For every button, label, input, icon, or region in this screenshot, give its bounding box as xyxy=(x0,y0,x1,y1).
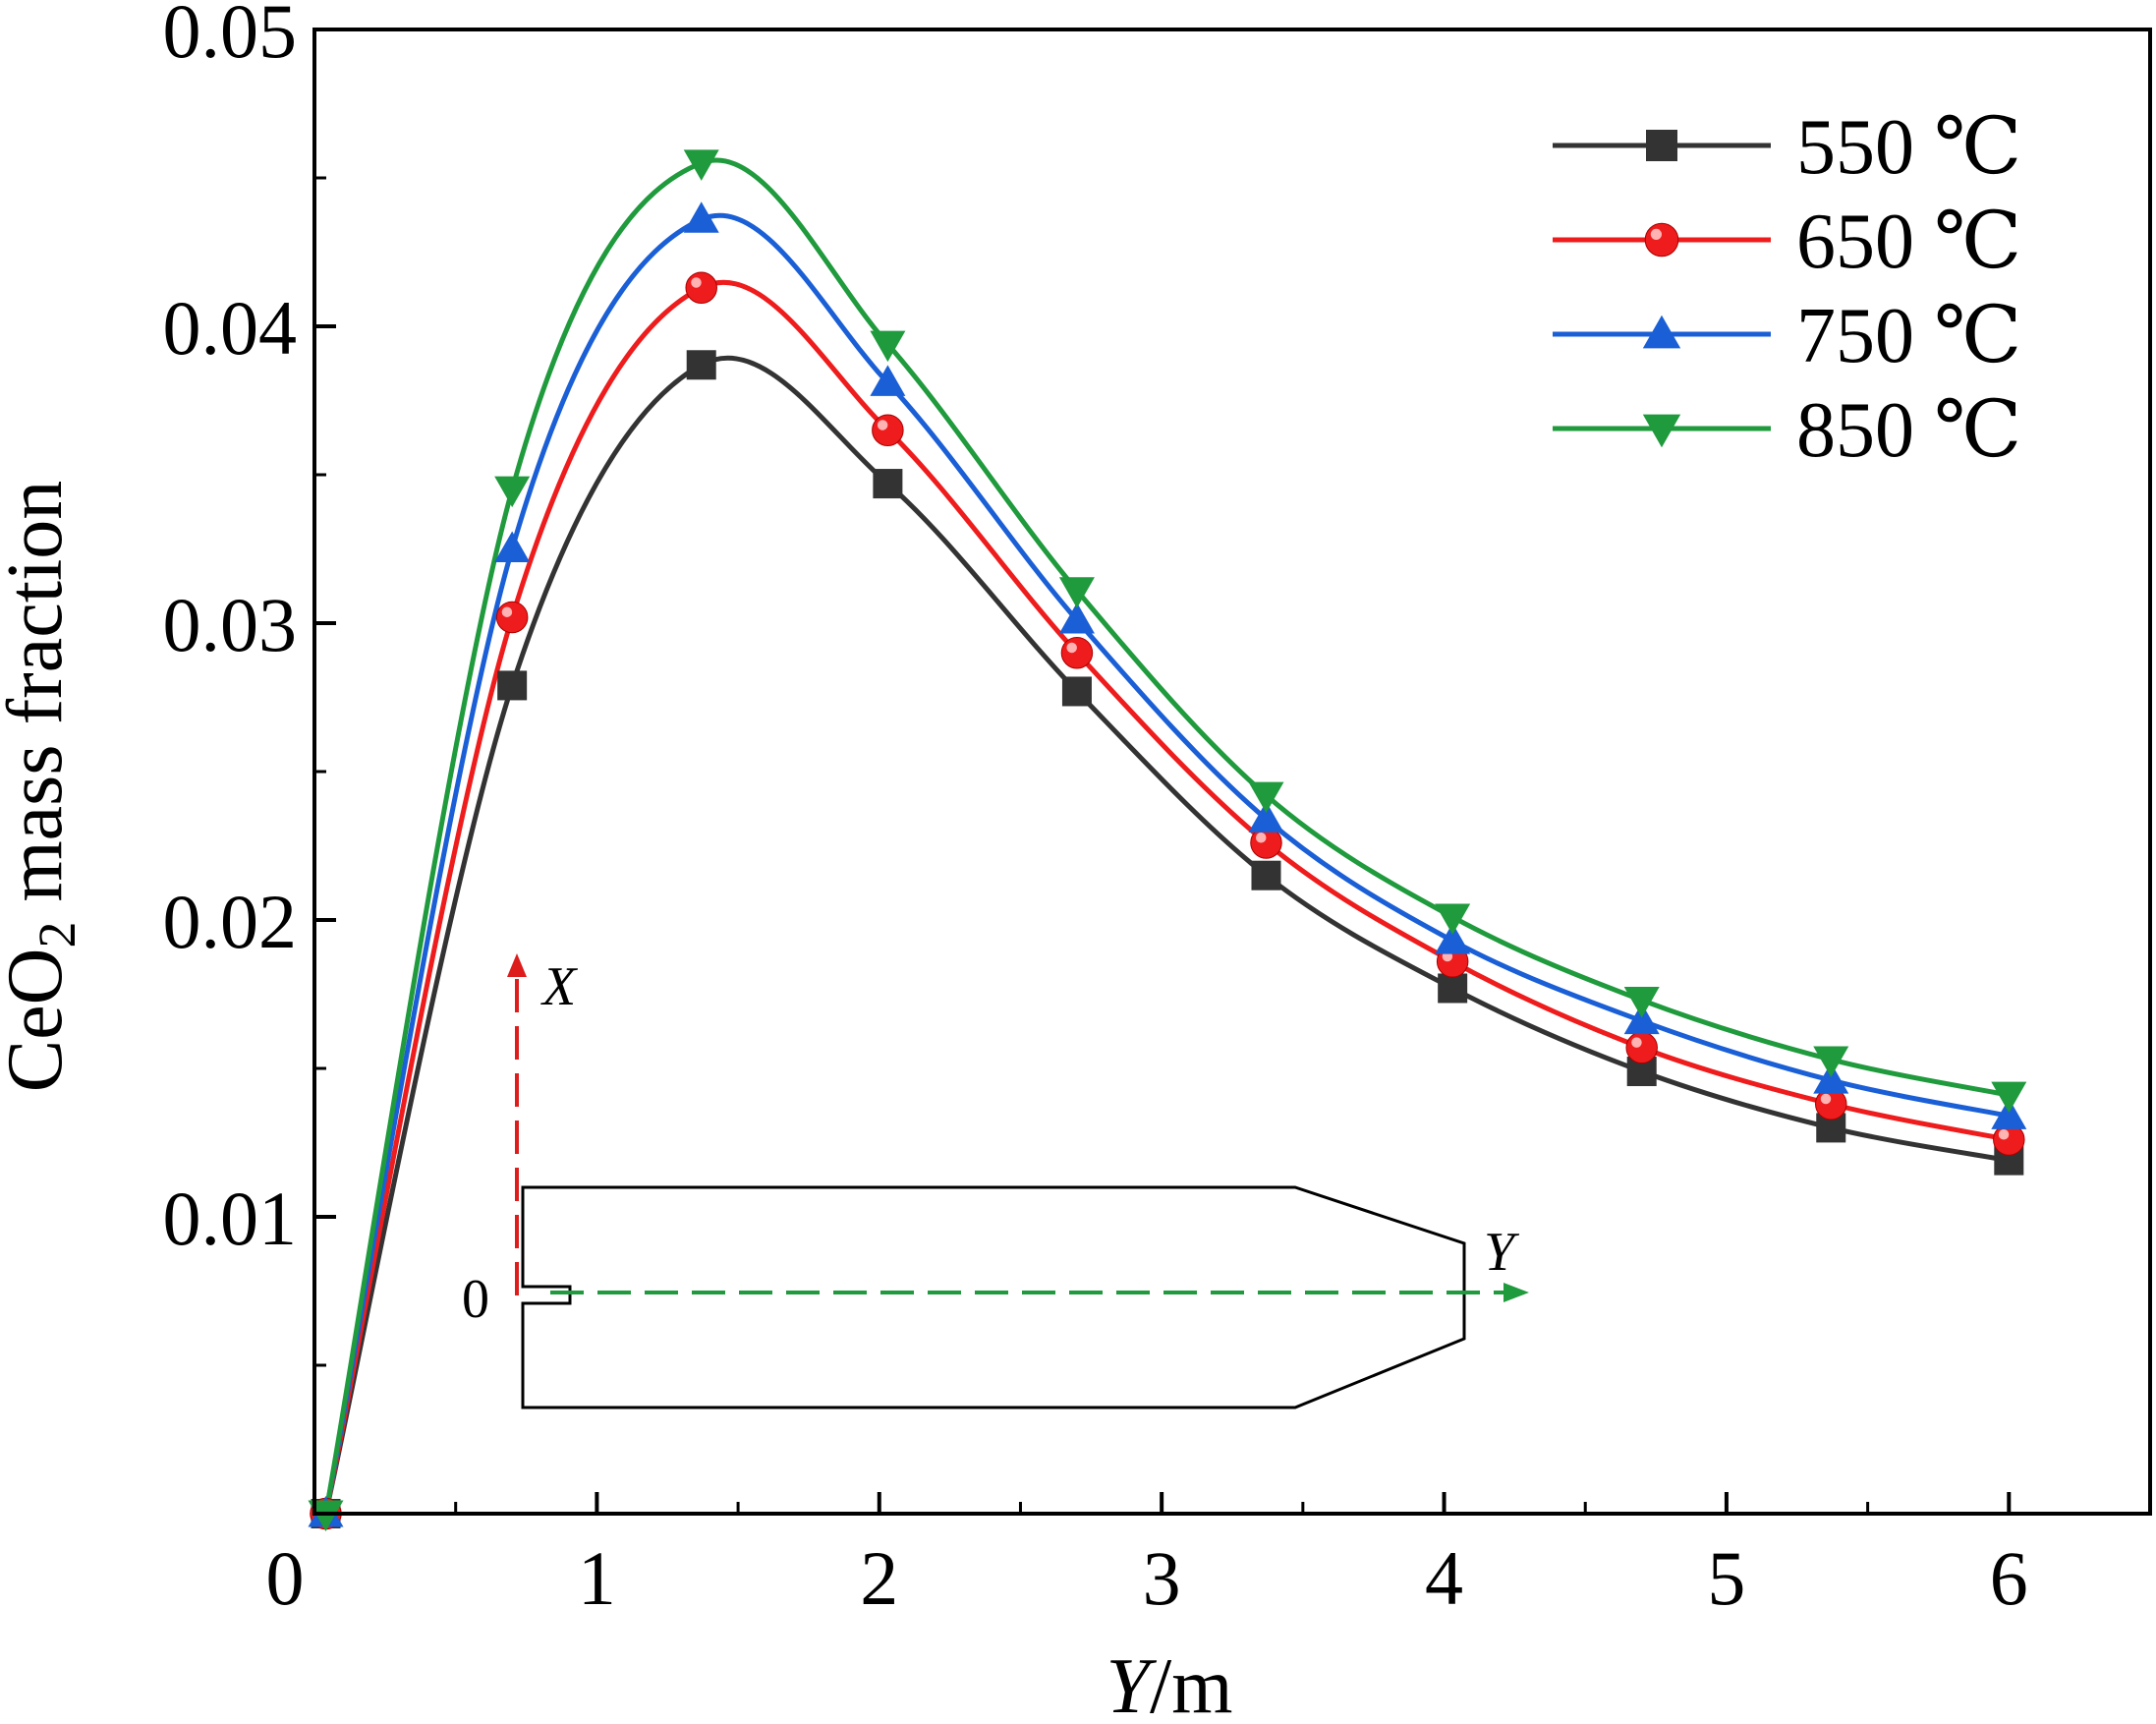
legend-marker-2 xyxy=(1642,315,1681,349)
data-point-s0-6 xyxy=(1438,973,1468,1004)
inset-origin-label: 0 xyxy=(462,1269,489,1330)
data-point-s1-5-highlight xyxy=(1255,832,1267,843)
x-tick-label: 1 xyxy=(578,1535,616,1621)
data-point-s2-3 xyxy=(870,365,906,396)
x-tick-label: 3 xyxy=(1143,1535,1181,1621)
legend-marker-1 xyxy=(1644,222,1679,258)
data-point-s1-4 xyxy=(1060,636,1094,669)
data-point-s2-4 xyxy=(1058,602,1095,634)
legend-label-3: 850 ℃ xyxy=(1796,387,2022,474)
data-point-s1-4-highlight xyxy=(1066,642,1077,654)
x-tick-label: 0 xyxy=(266,1535,305,1621)
data-point-s2-2 xyxy=(683,201,719,233)
x-tick-label: 2 xyxy=(860,1535,898,1621)
y-tick-label: 0.04 xyxy=(163,285,298,371)
y-axis: 0.01 0.02 0.03 0.04 0.05 xyxy=(163,0,336,1367)
legend-marker-1-highlight xyxy=(1650,228,1662,240)
y-tick-label: 0.03 xyxy=(163,582,298,667)
data-point-s2-8 xyxy=(1813,1063,1849,1094)
data-point-s0-5 xyxy=(1251,860,1281,891)
series-line-3 xyxy=(323,157,2010,1515)
legend-label-0: 550 ℃ xyxy=(1796,104,2022,191)
data-point-s2-9 xyxy=(1991,1098,2027,1129)
data-point-s3-7 xyxy=(1623,987,1660,1018)
series-markers xyxy=(308,149,2027,1531)
series-curves xyxy=(323,157,2010,1515)
data-point-s1-1 xyxy=(495,601,529,634)
x-axis-title: Y/m xyxy=(1106,1643,1233,1724)
data-point-s1-7-highlight xyxy=(1631,1037,1642,1048)
data-point-s3-5 xyxy=(1248,781,1284,814)
legend-label-1: 650 ℃ xyxy=(1796,199,2022,285)
data-point-s3-2 xyxy=(683,149,719,181)
y-tick-label: 0.02 xyxy=(163,879,298,964)
data-point-s3-9 xyxy=(1991,1081,2027,1114)
data-point-s2-7 xyxy=(1623,1003,1660,1035)
legend-label-2: 750 ℃ xyxy=(1796,293,2022,379)
x-tick-label: 4 xyxy=(1425,1535,1463,1621)
inset-geometry-diagram: X Y 0 xyxy=(462,953,1529,1409)
data-point-s2-6 xyxy=(1435,923,1471,954)
data-point-s1-2 xyxy=(685,271,717,304)
inset-y-label: Y xyxy=(1484,1222,1520,1283)
inset-x-label: X xyxy=(540,956,579,1017)
data-point-s3-0 xyxy=(308,1500,344,1531)
data-point-s2-1 xyxy=(494,531,531,562)
x-tick-label: 5 xyxy=(1707,1535,1745,1621)
data-point-s1-3 xyxy=(872,414,904,446)
data-point-s1-9-highlight xyxy=(1998,1128,2010,1140)
data-point-s0-4 xyxy=(1061,676,1092,707)
data-point-s1-3-highlight xyxy=(877,420,888,431)
data-point-s3-4 xyxy=(1058,577,1095,608)
x-axis: 0 1 2 3 4 5 6 xyxy=(266,1492,2028,1621)
furnace-outline xyxy=(521,1185,1466,1409)
series-line-0 xyxy=(323,355,2010,1515)
series-line-2 xyxy=(323,212,2010,1515)
data-point-s3-3 xyxy=(870,330,906,363)
x-tick-label: 6 xyxy=(1990,1535,2028,1621)
inset-y-arrowhead xyxy=(1504,1283,1529,1302)
data-point-s2-5 xyxy=(1248,801,1284,833)
series-line-1 xyxy=(323,279,2010,1515)
legend-marker-0 xyxy=(1646,130,1677,161)
data-point-s0-1 xyxy=(497,670,528,701)
data-point-s3-8 xyxy=(1813,1046,1849,1077)
data-point-s1-1-highlight xyxy=(501,606,513,617)
y-axis-title: CeO2 mass fraction xyxy=(0,481,86,1092)
data-point-s3-1 xyxy=(494,476,531,508)
y-tick-label: 0.01 xyxy=(163,1176,298,1261)
data-point-s3-6 xyxy=(1435,903,1471,935)
data-point-s1-8-highlight xyxy=(1820,1093,1832,1105)
data-point-s0-3 xyxy=(873,469,903,499)
inset-x-arrowhead xyxy=(507,953,527,977)
data-point-s1-7 xyxy=(1625,1031,1658,1064)
data-point-s1-2-highlight xyxy=(691,277,702,288)
y-tick-label: 0.05 xyxy=(163,0,298,74)
legend-marker-3 xyxy=(1642,414,1681,448)
data-point-s0-2 xyxy=(686,350,716,380)
